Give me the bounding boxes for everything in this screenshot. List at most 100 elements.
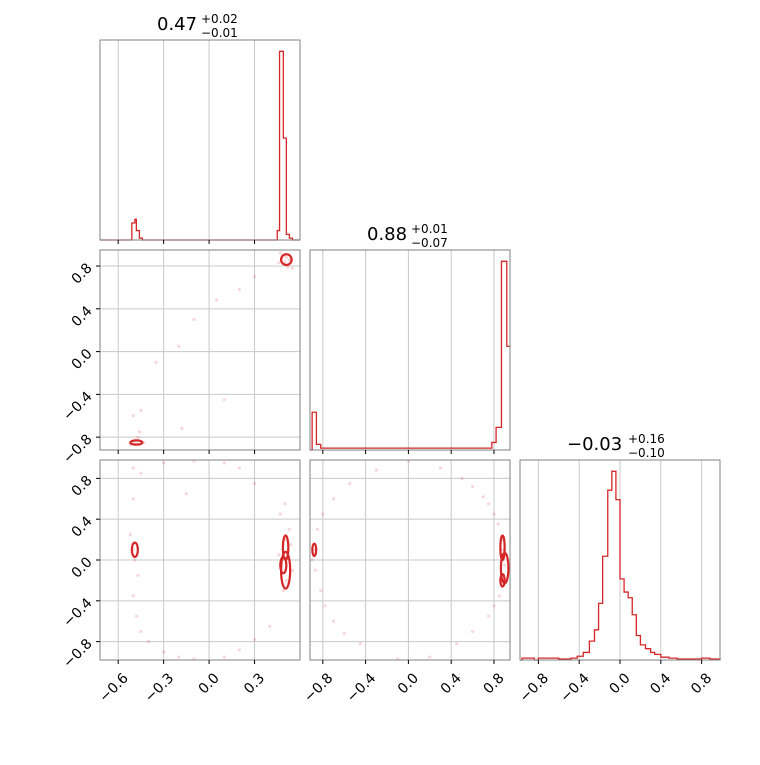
sample-point-4	[287, 527, 291, 531]
sample-point-20	[162, 650, 166, 654]
sample-point-34	[184, 492, 188, 496]
x-tick-label-0: −0.6	[96, 670, 131, 705]
sample-point-24	[222, 398, 226, 402]
y-tick-label-0: −0.8	[60, 636, 95, 671]
sample-point-4	[286, 265, 290, 269]
sample-point-0	[284, 255, 288, 260]
sample-point-12	[215, 298, 219, 302]
sample-point-31	[237, 466, 241, 470]
sample-point-19	[312, 548, 316, 552]
sample-point-27	[358, 642, 362, 646]
panel-frame	[99, 249, 301, 451]
sample-point-10	[470, 484, 475, 489]
sample-point-8	[277, 553, 281, 557]
title-p1-minus: −0.01	[201, 26, 238, 40]
sample-point-15	[131, 594, 135, 598]
sample-point-14	[136, 573, 140, 577]
sample-point-17	[428, 655, 432, 659]
panel-frame	[309, 459, 511, 661]
sample-point-13	[192, 317, 196, 322]
sample-point-18	[131, 497, 135, 501]
title-p2-value: 0.88	[367, 224, 407, 245]
x-tick-label-2: 0.0	[196, 670, 223, 697]
sample-point-2	[287, 258, 291, 262]
y-tick-label-2: 0.0	[69, 346, 96, 373]
sample-point-16	[139, 408, 143, 413]
sample-point-9	[481, 495, 485, 499]
contour-2	[499, 573, 506, 588]
sample-point-9	[283, 502, 287, 506]
sample-point-28	[162, 461, 166, 465]
contour-0	[279, 253, 293, 267]
title-p3-value: −0.03	[567, 434, 622, 455]
x-tick-label-2: 0.0	[607, 670, 634, 697]
x-tick-label-2: 0.0	[395, 670, 422, 697]
sample-point-17	[139, 629, 143, 634]
sample-point-26	[342, 631, 346, 636]
sample-point-31	[374, 468, 378, 472]
contour-3	[130, 541, 139, 559]
sample-point-7	[492, 512, 496, 516]
sample-point-19	[146, 640, 151, 644]
panel-frame	[99, 39, 301, 241]
sample-point-33	[131, 466, 135, 470]
sample-point-5	[281, 589, 285, 593]
x-tick-label-4: 0.8	[481, 670, 508, 697]
histogram-step	[520, 470, 721, 661]
title-p1-value: 0.47	[157, 14, 197, 35]
y-tick-label-3: 0.4	[69, 303, 96, 330]
sample-point-15	[470, 629, 475, 634]
sample-point-33	[438, 466, 443, 470]
sample-point-1	[500, 548, 505, 552]
y-tick-label-2: 0.0	[69, 554, 96, 581]
title-p3-plus: +0.16	[628, 432, 665, 446]
sample-point-12	[133, 558, 137, 562]
sample-point-11	[237, 287, 241, 292]
sample-point-5	[278, 251, 282, 255]
x-tick-label-4: 0.8	[688, 670, 715, 697]
sample-point-2	[503, 563, 507, 567]
sample-point-7	[290, 568, 295, 572]
panel-p3-vs-p1: −0.8 −0.4 0.0 0.4 0.8 −0.6 −0.3 0.0 0.3	[60, 459, 301, 706]
y-tick-label-1: −0.4	[60, 389, 95, 424]
sample-point-30	[222, 461, 226, 465]
sample-point-19	[136, 435, 140, 439]
sample-point-21	[177, 655, 181, 659]
sample-point-25	[331, 619, 336, 623]
sample-point-14	[177, 344, 181, 348]
sample-point-6	[278, 512, 282, 516]
sample-point-27	[139, 471, 143, 475]
sample-point-28	[321, 512, 325, 516]
sample-point-6	[496, 522, 500, 526]
sample-point-21	[313, 568, 317, 572]
title-p2-minus: −0.07	[411, 236, 448, 250]
contour-1	[129, 439, 144, 446]
y-tick-label-3: 0.4	[69, 513, 96, 540]
sample-point-25	[180, 427, 184, 431]
sample-point-23	[222, 655, 226, 659]
sample-point-20	[310, 558, 314, 562]
sample-point-3	[284, 578, 288, 583]
sample-point-3	[283, 260, 287, 264]
sample-point-26	[268, 624, 272, 628]
sample-point-23	[131, 414, 135, 418]
panel-p1-marginal	[99, 39, 301, 244]
sample-point-13	[128, 532, 132, 537]
y-tick-label-1: −0.4	[60, 595, 95, 630]
sample-point-16	[454, 642, 459, 646]
panel-p2-vs-p1: −0.8 −0.4 0.0 0.4 0.8	[60, 249, 301, 467]
sample-point-8	[290, 266, 295, 270]
histogram-step	[100, 50, 300, 241]
sample-point-9	[277, 261, 281, 265]
sample-point-10	[289, 543, 293, 547]
sample-point-24	[237, 648, 241, 652]
title-p1-plus: +0.02	[201, 12, 238, 26]
sample-point-14	[487, 614, 491, 618]
sample-point-15	[154, 360, 158, 364]
sample-point-8	[487, 502, 491, 506]
x-tick-label-0: −0.8	[517, 670, 552, 705]
x-tick-label-3: 0.4	[647, 670, 674, 697]
sample-point-12	[497, 594, 501, 598]
panel-p3-vs-p2: −0.8 −0.4 0.0 0.4 0.8	[301, 459, 511, 706]
contour-2	[279, 555, 288, 575]
